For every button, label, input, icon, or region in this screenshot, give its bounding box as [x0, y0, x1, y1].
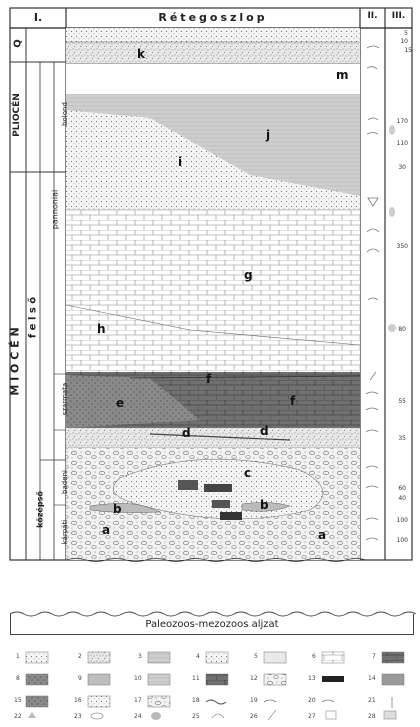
unit-felso: f e l s ő [27, 296, 39, 339]
legend-number: 11 [192, 675, 200, 682]
legend-number: 24 [134, 713, 142, 720]
unit-miocen: M I O C É N [8, 327, 22, 396]
layer-label-b2: b [260, 498, 269, 512]
legend-swatches [25, 651, 405, 721]
layer-label-a1: a [102, 523, 111, 537]
layer-label-f2: f [290, 394, 296, 408]
layer-label-d2: d [260, 424, 269, 438]
legend-number: 3 [138, 653, 142, 660]
legend-number: 25 [192, 713, 200, 720]
thickness-label: 80 [398, 326, 406, 333]
layer-label-j: j [266, 128, 271, 142]
header-stratigraphic-column: Rétegoszlop [158, 11, 268, 24]
legend-number: 23 [74, 713, 82, 720]
layer-label-a2: a [318, 528, 327, 542]
thickness-label: 100 [396, 517, 408, 524]
unit-romai: bolond [61, 102, 69, 126]
legend-number: 10 [134, 675, 142, 682]
legend-number: 20 [308, 697, 316, 704]
thickness-label: 170 [396, 118, 408, 125]
layer-label-f1: f [206, 372, 212, 386]
legend-number: 14 [368, 675, 376, 682]
header-col-iii: III. [391, 11, 406, 21]
layer-label-d1: d [182, 426, 191, 440]
thickness-label: 5 [404, 30, 408, 37]
layer-label-h: h [97, 322, 106, 336]
layer-label-c: c [244, 466, 252, 480]
thickness-label: 30 [398, 164, 406, 171]
legend-number: 28 [368, 713, 376, 720]
layer-label-k: k [137, 47, 145, 61]
legend-number: 13 [308, 675, 316, 682]
layer-label-i: i [178, 155, 183, 169]
header-col-ii: II. [367, 11, 378, 21]
legend-number: 12 [250, 675, 258, 682]
unit-pliocen: PLIOCÉN [12, 93, 22, 137]
header-col-i: I. [33, 11, 43, 24]
thickness-label: 35 [398, 435, 406, 442]
thickness-label: 15 [404, 47, 412, 54]
legend-number: 8 [16, 675, 20, 682]
legend-number: 15 [14, 697, 22, 704]
legend-number: 4 [196, 653, 200, 660]
legend-number: 18 [192, 697, 200, 704]
unit-pannoniai: pannoniai [50, 189, 60, 230]
legend-number: 7 [372, 653, 376, 660]
unit-karpati: kárpáti [61, 519, 69, 545]
legend-number: 22 [14, 713, 22, 720]
unit-kozepso: középső [35, 491, 45, 528]
legend-number: 1 [16, 653, 20, 660]
thickness-label: 10 [400, 38, 408, 45]
legend-number: 16 [74, 697, 82, 704]
legend-number: 26 [250, 713, 258, 720]
legend-number: 21 [368, 697, 376, 704]
layer-label-b1: b [113, 502, 122, 516]
legend-number: 19 [250, 697, 258, 704]
thickness-label: 100 [396, 537, 408, 544]
thickness-label: 60 [398, 485, 406, 492]
legend-number: 5 [254, 653, 258, 660]
unit-q: Q [12, 39, 24, 48]
thickness-label: 55 [398, 398, 406, 405]
layer-label-g: g [244, 268, 253, 282]
legend-number: 17 [134, 697, 142, 704]
thickness-label: 110 [396, 140, 408, 147]
legend-number: 27 [308, 713, 316, 720]
unit-szarmata: szarmata [61, 382, 69, 416]
thickness-label: 350 [396, 243, 408, 250]
layer-label-e: e [116, 396, 125, 410]
layer-label-m: m [336, 68, 349, 82]
thickness-label: 40 [398, 495, 406, 502]
legend-number: 2 [78, 653, 82, 660]
basement-label: Paleozoos-mezozoos aljzat [10, 614, 414, 635]
legend-number: 6 [312, 653, 316, 660]
legend-number: 9 [78, 675, 82, 682]
